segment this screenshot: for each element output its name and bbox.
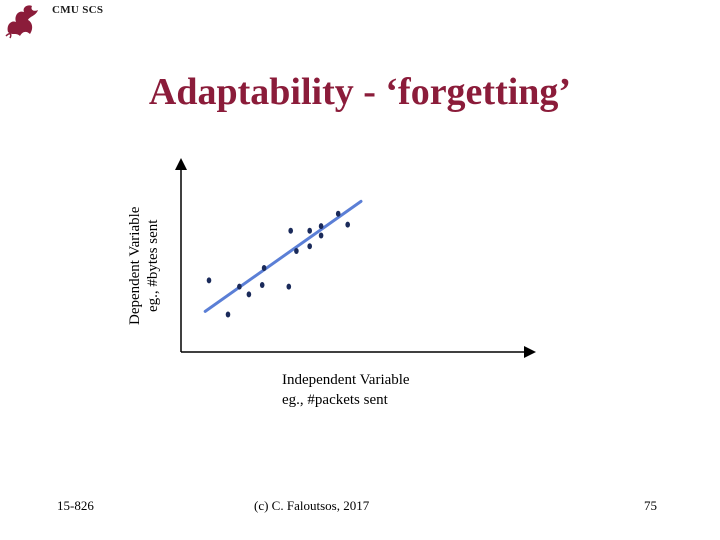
data-point [259, 282, 265, 289]
data-point [225, 311, 231, 318]
fit-line [203, 199, 363, 313]
data-point [286, 283, 292, 290]
data-point [206, 277, 212, 284]
y-axis-caption-line1: Dependent Variable [127, 206, 143, 325]
data-points [206, 210, 351, 318]
footer-page-number: 75 [644, 498, 657, 513]
data-point [345, 221, 351, 228]
dragon-logo-icon [5, 5, 38, 39]
data-point [288, 227, 294, 234]
page-title: Adaptability - ‘forgetting’ [148, 71, 572, 113]
data-point [307, 243, 313, 250]
footer-course: 15-826 [57, 498, 94, 513]
data-point [307, 227, 313, 234]
data-point [261, 265, 267, 271]
x-axis-caption: Independent Variable eg., #packets sent [282, 370, 410, 410]
data-point [237, 283, 242, 290]
data-point [318, 232, 324, 239]
data-point [335, 210, 341, 217]
footer-copyright: (c) C. Faloutsos, 2017 [254, 498, 370, 513]
header-label: CMU SCS [52, 4, 104, 16]
y-axis-caption: Dependent Variable eg., #bytes sent [126, 207, 162, 325]
data-point [246, 291, 252, 298]
x-axis-caption-line1: Independent Variable [282, 372, 410, 388]
data-point [318, 223, 324, 230]
x-axis-caption-line2: eg., #packets sent [282, 392, 388, 408]
y-axis-caption-line2: eg., #bytes sent [145, 219, 161, 313]
data-point [294, 247, 299, 254]
